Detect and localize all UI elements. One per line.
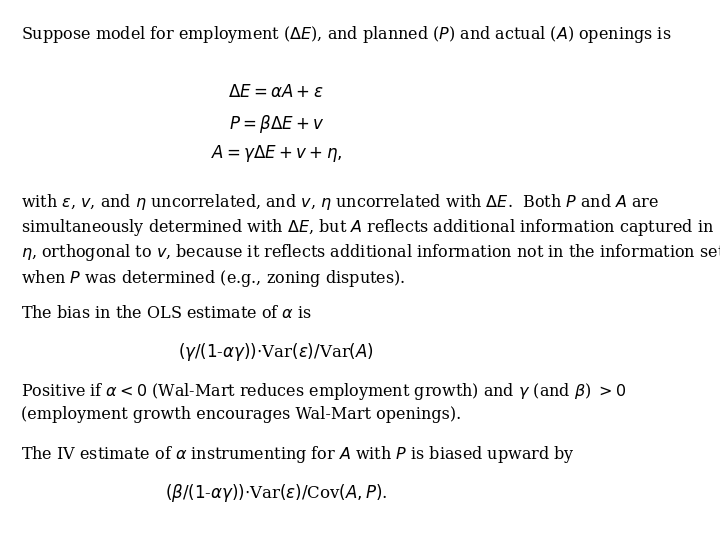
Text: $A = \gamma \Delta E + v + \eta,$: $A = \gamma \Delta E + v + \eta,$ <box>210 143 342 164</box>
Text: simultaneously determined with $\Delta E$, but $A$ reflects additional informati: simultaneously determined with $\Delta E… <box>21 217 714 238</box>
Text: $P = \beta \Delta E + v$: $P = \beta \Delta E + v$ <box>228 113 324 136</box>
Text: $(\gamma/(1$-$\alpha\gamma))$$\cdot$Var$(\varepsilon)/$Var$(A)$: $(\gamma/(1$-$\alpha\gamma))$$\cdot$Var$… <box>179 341 374 363</box>
Text: Positive if $\alpha < 0$ (Wal-Mart reduces employment growth) and $\gamma$ (and : Positive if $\alpha < 0$ (Wal-Mart reduc… <box>21 381 626 402</box>
Text: Suppose model for employment ($\Delta E$), and planned ($P$) and actual ($A$) op: Suppose model for employment ($\Delta E$… <box>21 24 672 45</box>
Text: $\Delta E = \alpha A + \varepsilon$: $\Delta E = \alpha A + \varepsilon$ <box>228 84 324 100</box>
Text: The bias in the OLS estimate of $\alpha$ is: The bias in the OLS estimate of $\alpha$… <box>21 305 312 322</box>
Text: $(\beta/(1$-$\alpha\gamma))$$\cdot$Var$(\varepsilon)/$Cov$(A,P)$.: $(\beta/(1$-$\alpha\gamma))$$\cdot$Var$(… <box>165 482 387 504</box>
Text: $\eta$, orthogonal to $v$, because it reflects additional information not in the: $\eta$, orthogonal to $v$, because it re… <box>21 242 720 264</box>
Text: when $P$ was determined (e.g., zoning disputes).: when $P$ was determined (e.g., zoning di… <box>21 268 405 289</box>
Text: (employment growth encourages Wal-Mart openings).: (employment growth encourages Wal-Mart o… <box>21 406 462 423</box>
Text: The IV estimate of $\alpha$ instrumenting for $A$ with $P$ is biased upward by: The IV estimate of $\alpha$ instrumentin… <box>21 444 575 465</box>
Text: with $\varepsilon$, $v$, and $\eta$ uncorrelated, and $v$, $\eta$ uncorrelated w: with $\varepsilon$, $v$, and $\eta$ unco… <box>21 192 660 212</box>
